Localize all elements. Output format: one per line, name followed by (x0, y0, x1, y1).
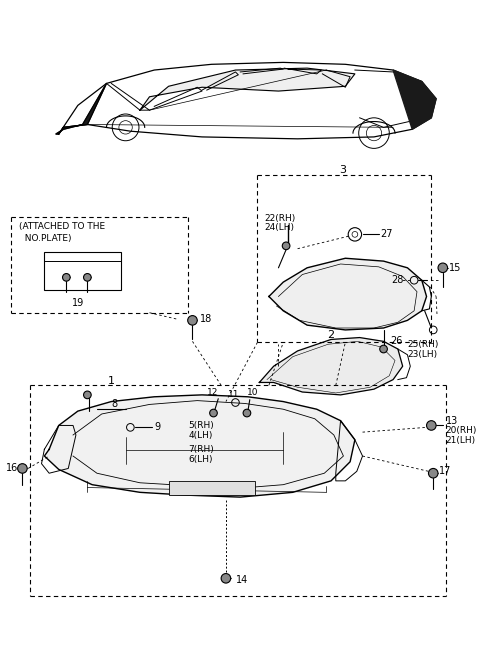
Polygon shape (259, 338, 403, 395)
Circle shape (438, 263, 447, 273)
Text: 15: 15 (448, 263, 461, 273)
Circle shape (429, 468, 438, 478)
Text: 4(LH): 4(LH) (189, 432, 213, 440)
Text: 11: 11 (228, 390, 240, 400)
Polygon shape (44, 395, 355, 497)
Text: 7(RH): 7(RH) (189, 445, 215, 454)
Text: 19: 19 (72, 298, 84, 308)
Text: 18: 18 (200, 314, 212, 325)
Circle shape (84, 391, 91, 399)
Text: 6(LH): 6(LH) (189, 455, 213, 464)
Text: 23(LH): 23(LH) (408, 350, 438, 359)
Text: 2: 2 (327, 330, 335, 340)
Polygon shape (269, 258, 427, 330)
Text: NO.PLATE): NO.PLATE) (19, 234, 71, 243)
Text: 24(LH): 24(LH) (264, 223, 294, 232)
Bar (168, 481, 254, 495)
Circle shape (210, 409, 217, 417)
Circle shape (427, 420, 436, 430)
Circle shape (62, 274, 70, 281)
Text: 3: 3 (339, 165, 346, 175)
Text: 14: 14 (236, 575, 248, 585)
Text: 8: 8 (111, 400, 118, 409)
Text: 26: 26 (390, 337, 403, 346)
Text: 17: 17 (439, 466, 451, 476)
Text: 21(LH): 21(LH) (445, 436, 476, 445)
Text: 16: 16 (6, 463, 18, 474)
Text: 12: 12 (207, 388, 218, 396)
Circle shape (282, 242, 290, 250)
Text: 10: 10 (247, 388, 258, 398)
Circle shape (380, 345, 387, 353)
Polygon shape (140, 68, 355, 110)
Text: 13: 13 (445, 416, 458, 426)
Text: (ATTACHED TO THE: (ATTACHED TO THE (19, 222, 105, 231)
Text: 9: 9 (154, 422, 160, 432)
Text: 22(RH): 22(RH) (264, 214, 295, 222)
Circle shape (84, 274, 91, 281)
Bar (44, 251, 121, 290)
Text: 20(RH): 20(RH) (445, 426, 477, 435)
Circle shape (221, 573, 231, 583)
Text: 27: 27 (381, 230, 393, 239)
Text: 1: 1 (108, 375, 115, 386)
Text: 5(RH): 5(RH) (189, 421, 215, 430)
Text: 25(RH): 25(RH) (408, 340, 439, 349)
Circle shape (188, 316, 197, 325)
Text: 28: 28 (391, 276, 404, 285)
Circle shape (18, 464, 27, 473)
Polygon shape (393, 70, 436, 129)
Circle shape (243, 409, 251, 417)
Polygon shape (56, 83, 107, 134)
